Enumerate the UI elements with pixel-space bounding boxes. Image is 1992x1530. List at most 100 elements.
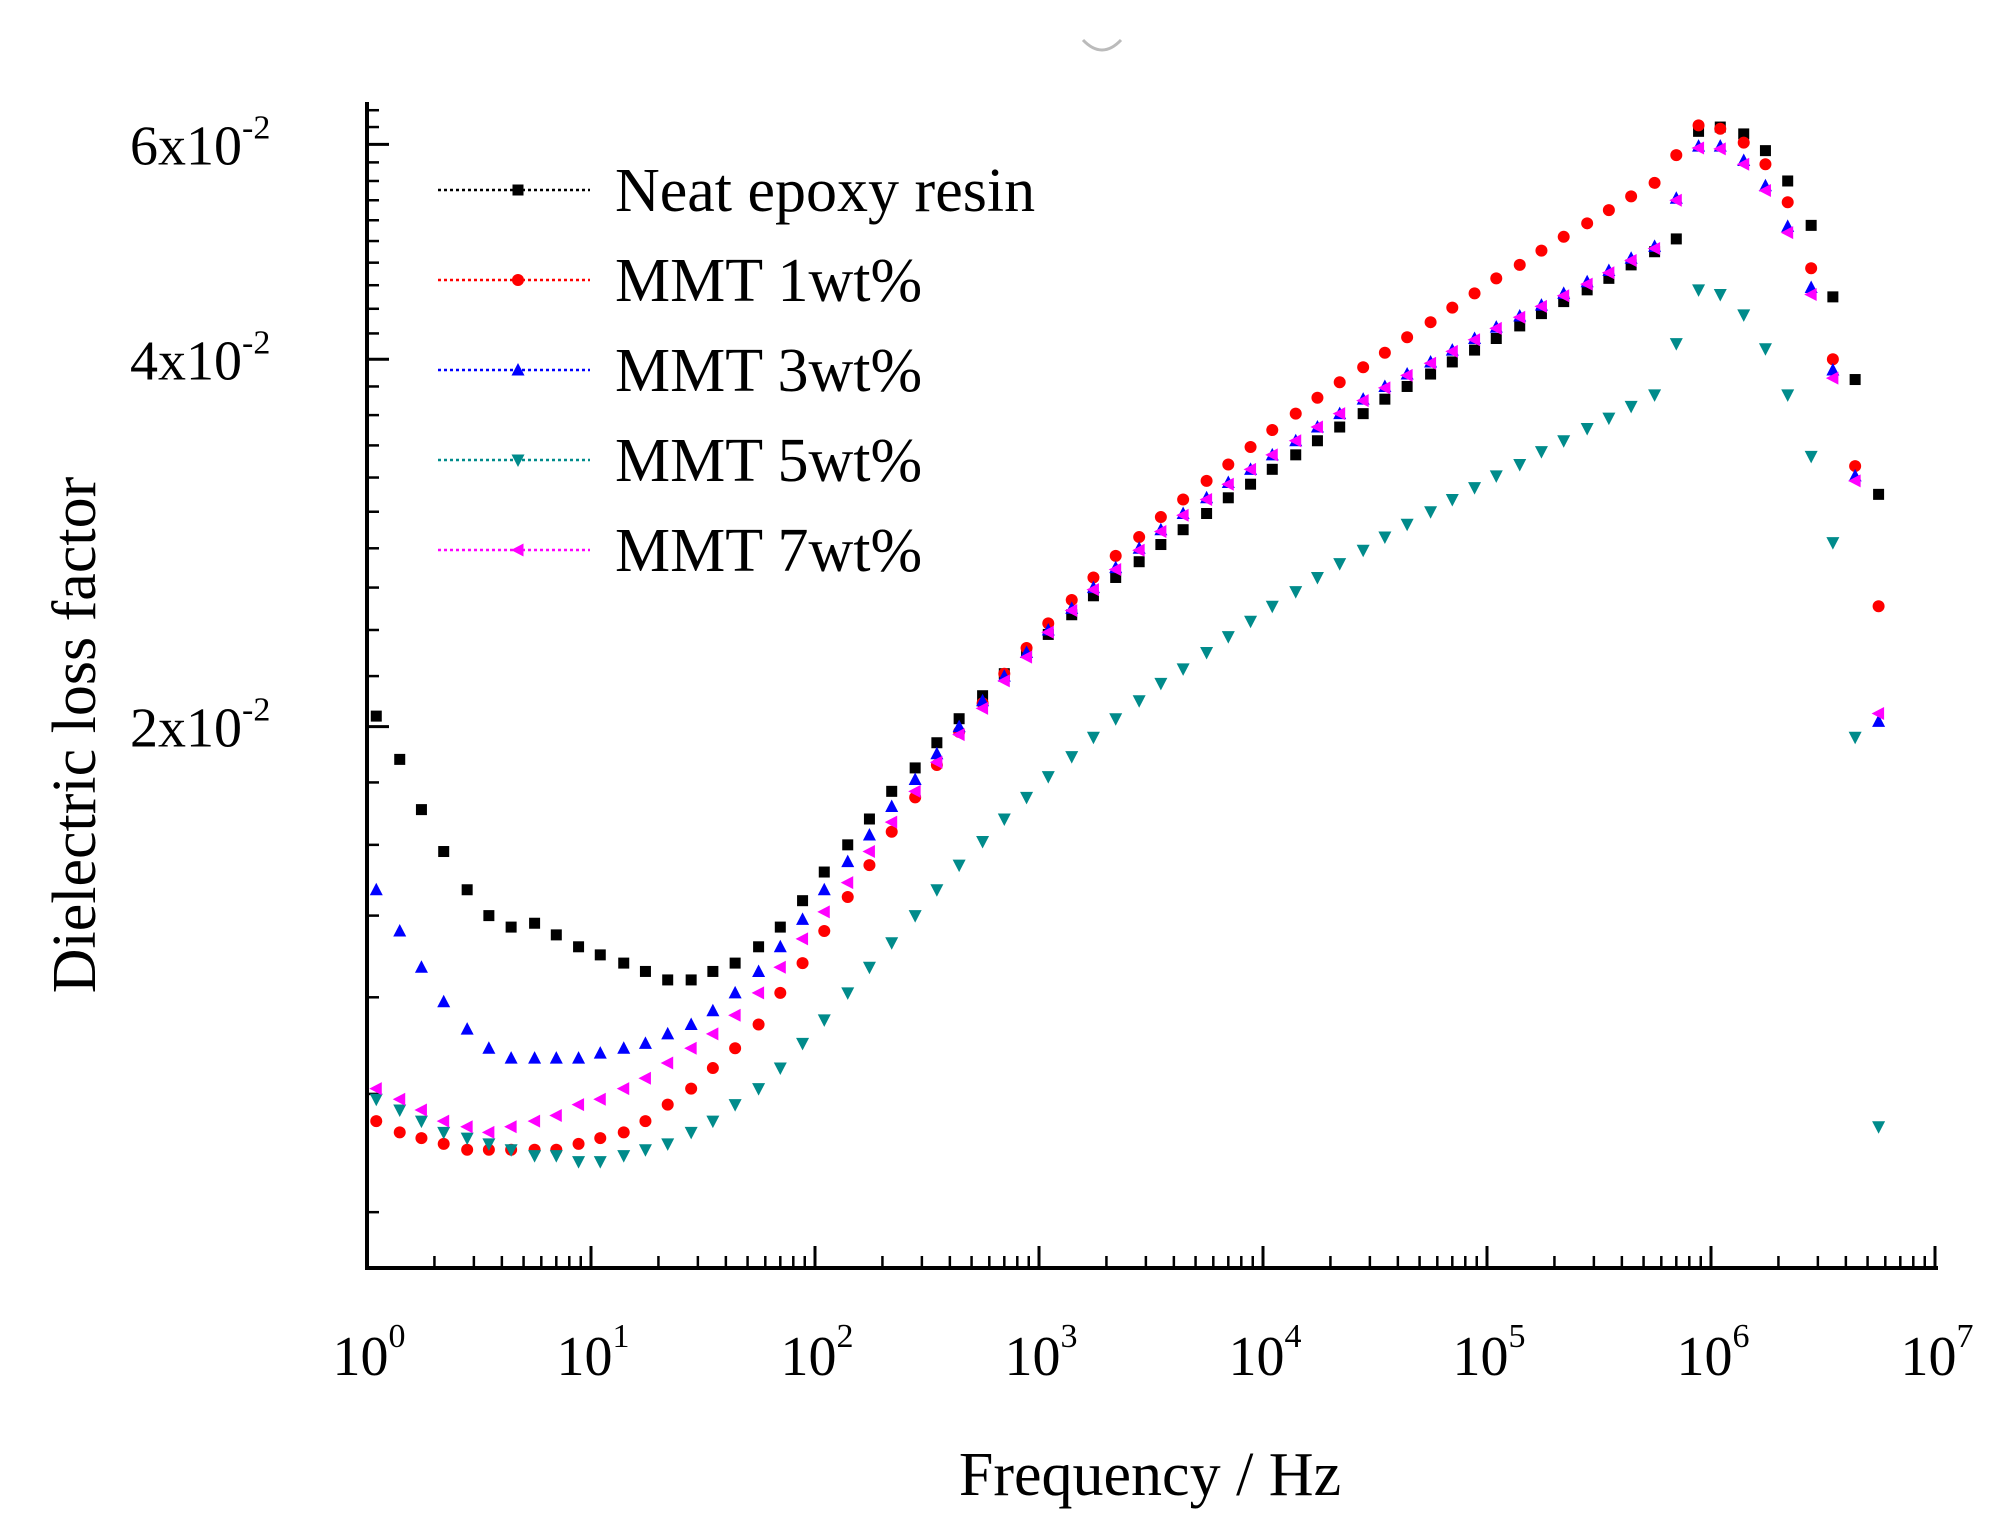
data-point — [1290, 449, 1302, 461]
data-point — [862, 828, 876, 841]
data-point — [593, 1092, 606, 1106]
legend-item: MMT 1wt% — [438, 247, 922, 315]
data-point — [460, 1132, 474, 1146]
data-point — [1245, 478, 1257, 490]
data-point — [1332, 407, 1346, 421]
data-point — [460, 1120, 473, 1134]
data-point — [840, 876, 854, 890]
data-point — [1534, 299, 1547, 313]
data-point — [1155, 539, 1167, 551]
data-point — [393, 1104, 407, 1118]
data-point — [1737, 309, 1751, 322]
data-point — [997, 674, 1010, 688]
data-point — [842, 839, 854, 851]
data-point — [1758, 184, 1771, 198]
data-point — [1669, 193, 1682, 207]
data-point — [773, 939, 787, 953]
data-point — [684, 1017, 698, 1030]
data-point — [997, 813, 1011, 826]
data-point — [504, 1144, 518, 1157]
data-point — [1758, 343, 1772, 356]
data-point — [705, 1027, 719, 1041]
data-point — [437, 994, 451, 1008]
data-point — [1357, 361, 1370, 374]
data-point — [549, 1051, 563, 1064]
series-2 — [369, 139, 1886, 1064]
data-point — [684, 1126, 698, 1140]
series-1 — [370, 119, 1885, 1156]
data-point — [684, 1041, 697, 1055]
data-point — [504, 1051, 518, 1064]
data-point — [774, 986, 787, 999]
data-point — [661, 1138, 675, 1151]
data-point — [1446, 356, 1458, 368]
data-point — [594, 949, 606, 961]
data-point — [1222, 492, 1234, 504]
data-point — [1625, 259, 1637, 271]
data-point — [482, 1041, 496, 1054]
data-point — [549, 1150, 563, 1163]
data-point — [862, 845, 875, 859]
data-point — [437, 1137, 450, 1150]
data-point — [1356, 544, 1370, 558]
data-point — [1401, 380, 1413, 392]
data-point — [638, 1071, 651, 1085]
data-point — [1535, 308, 1547, 320]
legend-label: Neat epoxy resin — [615, 157, 1035, 225]
data-point — [751, 986, 765, 1000]
data-point — [1871, 707, 1885, 721]
data-point — [952, 728, 965, 742]
data-point — [1602, 412, 1616, 426]
data-point — [1311, 435, 1323, 447]
data-point — [1265, 600, 1279, 614]
series-3 — [369, 284, 1886, 1169]
data-point — [1556, 289, 1570, 303]
data-point — [797, 895, 809, 907]
data-point — [369, 882, 383, 896]
data-point — [1514, 320, 1526, 332]
data-point — [885, 825, 898, 838]
data-point — [707, 965, 719, 977]
data-point — [1201, 508, 1213, 520]
data-point — [1424, 506, 1438, 519]
plot-series — [369, 119, 1886, 1169]
data-point — [1805, 219, 1817, 231]
data-point — [817, 882, 831, 896]
data-point — [795, 932, 809, 946]
series-4 — [369, 141, 1885, 1139]
data-point — [1669, 338, 1683, 351]
x-tick-label: 107 — [1901, 1318, 1974, 1388]
data-point — [1781, 196, 1794, 209]
data-point — [1066, 609, 1078, 621]
x-tick-label: 105 — [1453, 1318, 1526, 1388]
x-tick-label: 101 — [557, 1318, 630, 1388]
data-point — [1513, 258, 1526, 271]
data-point — [571, 1098, 585, 1112]
data-point — [909, 762, 921, 774]
data-point — [1334, 421, 1346, 433]
data-point — [1199, 493, 1213, 507]
data-point — [1781, 389, 1795, 402]
data-point — [953, 713, 965, 725]
data-point — [863, 859, 876, 872]
data-point — [952, 719, 966, 733]
data-point — [1782, 175, 1794, 187]
data-point — [1311, 391, 1324, 404]
data-point — [1176, 663, 1190, 676]
data-point — [1467, 333, 1481, 347]
data-point — [638, 1144, 652, 1157]
data-point — [1469, 344, 1481, 356]
x-ticks — [365, 1246, 1937, 1268]
data-point — [1243, 462, 1257, 476]
data-point — [1738, 128, 1750, 140]
data-point — [1289, 586, 1303, 599]
data-point — [1265, 448, 1278, 462]
data-point — [1647, 242, 1661, 256]
data-point — [728, 1008, 741, 1022]
data-point — [437, 1126, 451, 1140]
data-point — [415, 804, 427, 816]
data-point — [1736, 157, 1750, 171]
data-point — [685, 974, 697, 986]
data-point — [1804, 288, 1817, 302]
data-point — [1826, 537, 1840, 550]
